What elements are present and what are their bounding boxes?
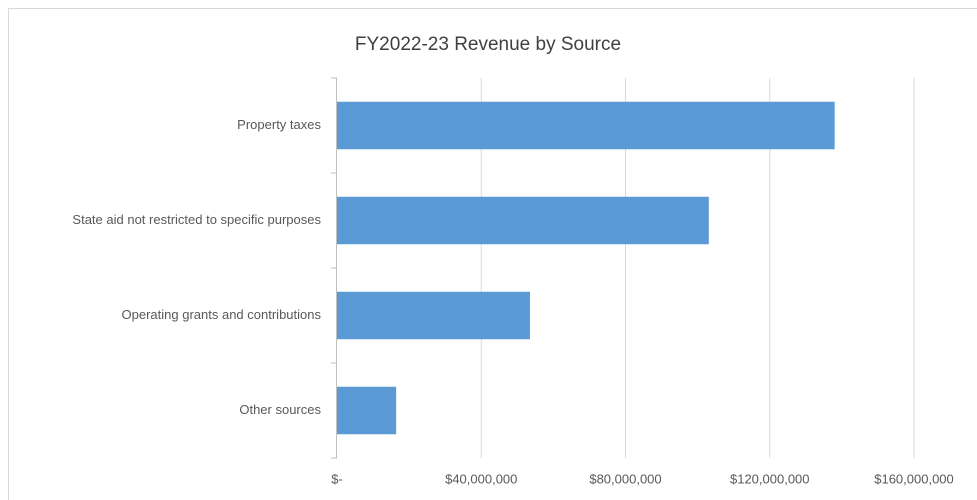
y-tick-label: Operating grants and contributions: [122, 307, 322, 322]
x-tick-label: $40,000,000: [445, 471, 517, 486]
chart-border: [8, 8, 977, 500]
x-tick-label: $160,000,000: [874, 471, 954, 486]
x-tick-label: $80,000,000: [589, 471, 661, 486]
x-tick-label: $120,000,000: [730, 471, 810, 486]
chart-title: FY2022-23 Revenue by Source: [355, 34, 621, 55]
bar: [337, 386, 397, 435]
bar: [337, 101, 835, 150]
bar: [337, 196, 709, 245]
y-tick-label: Property taxes: [237, 117, 321, 132]
y-tick-label: State aid not restricted to specific pur…: [72, 212, 321, 227]
x-tick-label: $-: [331, 471, 343, 486]
bar: [337, 291, 530, 340]
y-tick-label: Other sources: [239, 402, 321, 417]
